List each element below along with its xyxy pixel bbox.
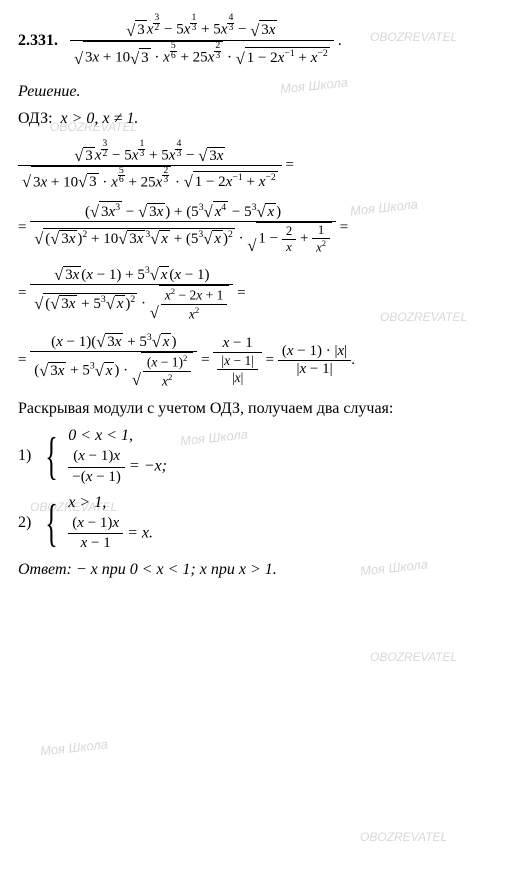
step-2: = (3x3 − 3x) + (53x4 − 53x) (3x)2 + 103x… <box>18 201 496 255</box>
case1-label: 1) <box>18 447 31 464</box>
watermark: OBOZREVATEL <box>360 830 447 844</box>
answer-text: − x при 0 < x < 1; x при x > 1. <box>76 561 277 578</box>
answer-label: Ответ: <box>18 561 72 578</box>
step-3: = 3x(x − 1) + 53x(x − 1) (3x + 53x)2 · x… <box>18 265 496 322</box>
odz-label: ОДЗ: <box>18 110 53 127</box>
solution-content: 2.331. 3x32 − 5x13 + 5x43 − 3x 3x + 103 … <box>0 0 510 595</box>
case1-cond: 0 < x < 1, <box>68 427 133 444</box>
case2-cond: x > 1, <box>68 494 106 511</box>
case2-label: 2) <box>18 514 31 531</box>
odz-text: x > 0, x ≠ 1. <box>61 110 139 127</box>
watermark: Моя Школа <box>39 736 108 758</box>
watermark: OBOZREVATEL <box>370 650 457 664</box>
answer-row: Ответ: − x при 0 < x < 1; x при x > 1. <box>18 560 496 581</box>
case-2: 2) { x > 1, (x − 1)x x − 1 = x. <box>18 493 496 554</box>
expand-text: Раскрывая модули с учетом ОДЗ, получаем … <box>18 399 496 420</box>
problem-row: 2.331. 3x32 − 5x13 + 5x43 − 3x 3x + 103 … <box>18 14 496 68</box>
solution-label: Решение. <box>18 83 81 100</box>
step-1: 3x32 − 5x13 + 5x43 − 3x 3x + 103 · x56 +… <box>18 140 496 191</box>
step-4: = (x − 1)(3x + 53x) (3x + 53x) · (x − 1)… <box>18 332 496 389</box>
problem-number: 2.331. <box>18 31 58 52</box>
problem-expression: 3x32 − 5x13 + 5x43 − 3x 3x + 103 · x56 +… <box>70 14 334 68</box>
case-1: 1) { 0 < x < 1, (x − 1)x −(x − 1) = −x; <box>18 426 496 487</box>
case1-result: = −x; <box>129 458 167 475</box>
case2-result: = x. <box>127 525 153 542</box>
